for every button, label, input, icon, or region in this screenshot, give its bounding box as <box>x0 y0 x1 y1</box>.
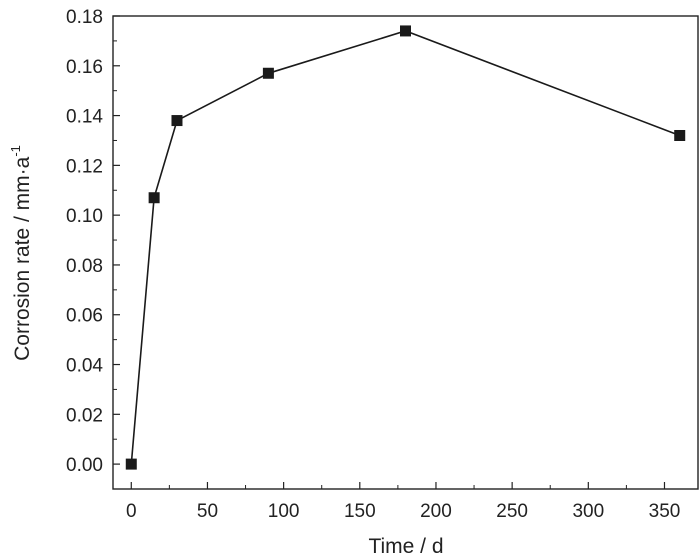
y-tick-label: 0.14 <box>66 107 103 128</box>
y-tick-label: 0.04 <box>66 356 103 377</box>
data-point-marker <box>674 129 686 141</box>
plot-area: 0 50 100 150 200 250 300 350 0.00 0.02 0.04 0.06 0.0… <box>66 7 699 522</box>
y-tick-label: 0.06 <box>66 306 103 327</box>
plot-frame <box>112 15 699 490</box>
y-tick-label: 0.00 <box>66 455 103 476</box>
y-tick-label: 0.08 <box>66 256 103 277</box>
data-point-marker <box>262 67 274 79</box>
data-point-marker <box>125 458 137 470</box>
y-axis-title-main: Corrosion rate / mm·a <box>11 156 34 361</box>
y-tick-label: 0.02 <box>66 405 103 426</box>
x-tick-label: 50 <box>197 501 218 522</box>
x-tick-label: 200 <box>420 501 452 522</box>
y-tick-label: 0.10 <box>66 206 103 227</box>
x-tick-label: 350 <box>649 501 681 522</box>
x-tick-label: 250 <box>496 501 528 522</box>
x-tick-label: 0 <box>126 501 137 522</box>
x-tick-label: 100 <box>268 501 300 522</box>
y-tick-label: 0.18 <box>66 7 103 28</box>
y-axis-title: Corrosion rate / mm·a-1 <box>8 145 34 361</box>
y-axis-title-superscript: -1 <box>8 145 23 157</box>
data-point-marker <box>148 192 160 204</box>
data-point-marker <box>171 115 183 127</box>
x-tick-label: 150 <box>344 501 376 522</box>
data-point-marker <box>400 25 411 37</box>
series-line <box>130 30 680 465</box>
x-tick-label: 300 <box>572 501 604 522</box>
y-tick-label: 0.12 <box>66 156 103 177</box>
y-tick-label: 0.16 <box>66 57 103 78</box>
x-axis-title: Time / d <box>368 535 443 558</box>
